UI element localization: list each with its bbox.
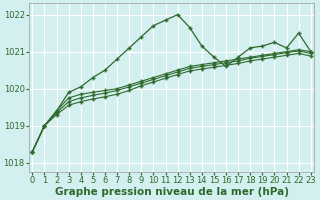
X-axis label: Graphe pression niveau de la mer (hPa): Graphe pression niveau de la mer (hPa) bbox=[55, 187, 289, 197]
